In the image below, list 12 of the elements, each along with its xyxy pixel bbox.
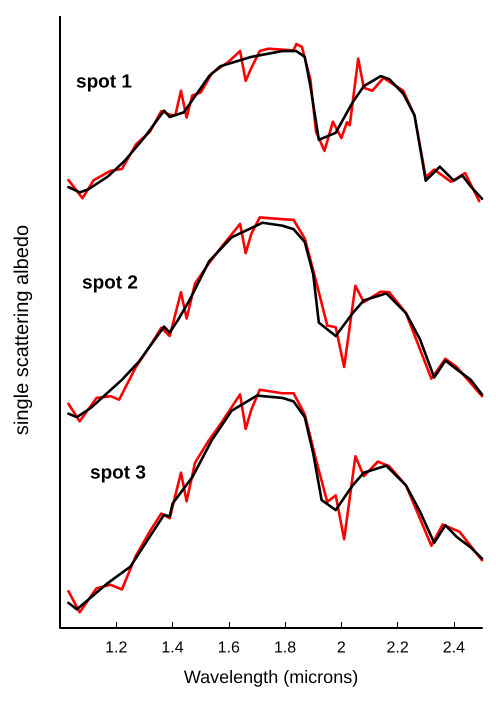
annotation: spot 3 <box>90 462 146 484</box>
x-tick-label: 2.4 <box>442 640 466 656</box>
x-tick-label: 1.4 <box>161 640 184 656</box>
x-tick-label: 1.2 <box>105 640 128 656</box>
x-tick-label: 2 <box>336 640 346 656</box>
annotation: spot 1 <box>76 72 132 92</box>
x-tick-label: 1.8 <box>274 640 296 656</box>
x-tick-label: 1.6 <box>218 640 240 656</box>
y-axis-title: single scattering albedo <box>11 224 33 436</box>
annotation: spot 2 <box>82 272 138 294</box>
x-axis-title: Wavelength (microns) <box>184 667 358 687</box>
x-tick-label: 2.2 <box>386 640 409 656</box>
